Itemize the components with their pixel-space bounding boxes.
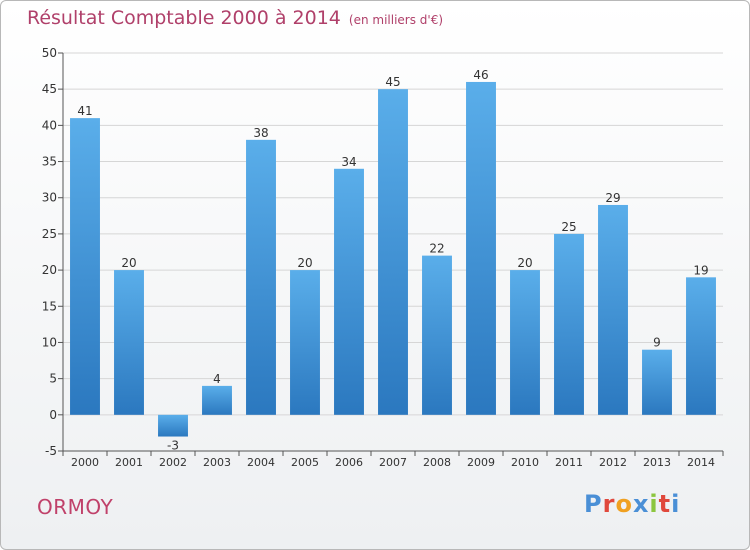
- logo-letter: x: [632, 490, 650, 518]
- logo-letter: i: [671, 490, 681, 518]
- y-tick-label: 50: [42, 46, 57, 60]
- y-tick-label: 25: [42, 227, 57, 241]
- chart-subtitle: (en milliers d'€): [348, 13, 444, 27]
- data-label-2011: 25: [561, 220, 576, 234]
- logo-letter: r: [602, 490, 616, 518]
- bar-2007[interactable]: [378, 89, 408, 415]
- data-label-2009: 46: [473, 68, 488, 82]
- chart-title-text: Résultat Comptable 2000 à 2014: [27, 7, 341, 29]
- bars: [70, 81, 716, 437]
- x-tick-label-2006: 2006: [335, 456, 363, 469]
- axes: [58, 52, 724, 456]
- data-label-2008: 22: [429, 242, 444, 256]
- bar-2002[interactable]: [158, 414, 188, 437]
- bar-2000[interactable]: [70, 118, 100, 415]
- x-tick-label-2004: 2004: [247, 456, 275, 469]
- x-tick-label-2013: 2013: [643, 456, 671, 469]
- bar-2010[interactable]: [510, 270, 540, 415]
- x-tick-label-2002: 2002: [159, 456, 187, 469]
- bar-2012[interactable]: [598, 204, 628, 415]
- y-tick-label: 40: [42, 118, 57, 132]
- data-label-2000: 41: [77, 104, 92, 118]
- data-label-2012: 29: [605, 191, 620, 205]
- x-tick-label-2011: 2011: [555, 456, 583, 469]
- y-tick-label: 10: [42, 335, 57, 349]
- y-tick-label: 20: [42, 263, 57, 277]
- y-tick-label: 0: [49, 408, 57, 422]
- bar-2005[interactable]: [290, 270, 320, 415]
- bar-2003[interactable]: [202, 385, 232, 415]
- x-tick-label-2008: 2008: [423, 456, 451, 469]
- y-tick-label: 45: [42, 82, 57, 96]
- y-tick-label: 5: [49, 372, 57, 386]
- x-tick-label-2012: 2012: [599, 456, 627, 469]
- bar-2008[interactable]: [422, 255, 452, 415]
- bar-2006[interactable]: [334, 168, 364, 415]
- data-label-2001: 20: [121, 256, 136, 270]
- proxiti-logo[interactable]: Proxiti: [584, 490, 680, 518]
- y-tick-label: 30: [42, 191, 57, 205]
- x-tick-label-2007: 2007: [379, 456, 407, 469]
- x-tick-label-2010: 2010: [511, 456, 539, 469]
- x-tick-label-2000: 2000: [71, 456, 99, 469]
- data-label-2013: 9: [653, 336, 661, 350]
- labels: -5 0 5 10 15 20 25 30 35 40 45 50 41 2000 20 2001 -3 2002…: [42, 46, 715, 469]
- y-tick-label: 15: [42, 299, 57, 313]
- data-label-2007: 45: [385, 75, 400, 89]
- city-name: ORMOY: [37, 495, 114, 519]
- data-label-2006: 34: [341, 155, 356, 169]
- data-label-2003: 4: [213, 372, 221, 386]
- data-label-2004: 38: [253, 126, 268, 140]
- logo-letter: o: [615, 490, 633, 518]
- data-label-2014: 19: [693, 263, 708, 277]
- y-tick-label: -5: [45, 444, 57, 458]
- data-label-2005: 20: [297, 256, 312, 270]
- x-tick-label-2005: 2005: [291, 456, 319, 469]
- logo-letter: P: [584, 490, 603, 518]
- data-label-2010: 20: [517, 256, 532, 270]
- x-tick-label-2009: 2009: [467, 456, 495, 469]
- x-tick-label-2014: 2014: [687, 456, 715, 469]
- bar-2011[interactable]: [554, 233, 584, 415]
- x-tick-label-2003: 2003: [203, 456, 231, 469]
- x-tick-label-2001: 2001: [115, 456, 143, 469]
- y-tick-label: 35: [42, 155, 57, 169]
- bar-2013[interactable]: [642, 349, 672, 415]
- bar-2004[interactable]: [246, 139, 276, 415]
- bar-2001[interactable]: [114, 270, 144, 415]
- data-label-2002: -3: [167, 439, 179, 453]
- logo-letter: i: [649, 490, 659, 518]
- logo-letter: t: [658, 490, 672, 518]
- bar-2009[interactable]: [466, 81, 496, 415]
- chart-title: Résultat Comptable 2000 à 2014 (en millie…: [27, 7, 443, 29]
- bar-2014[interactable]: [686, 277, 716, 415]
